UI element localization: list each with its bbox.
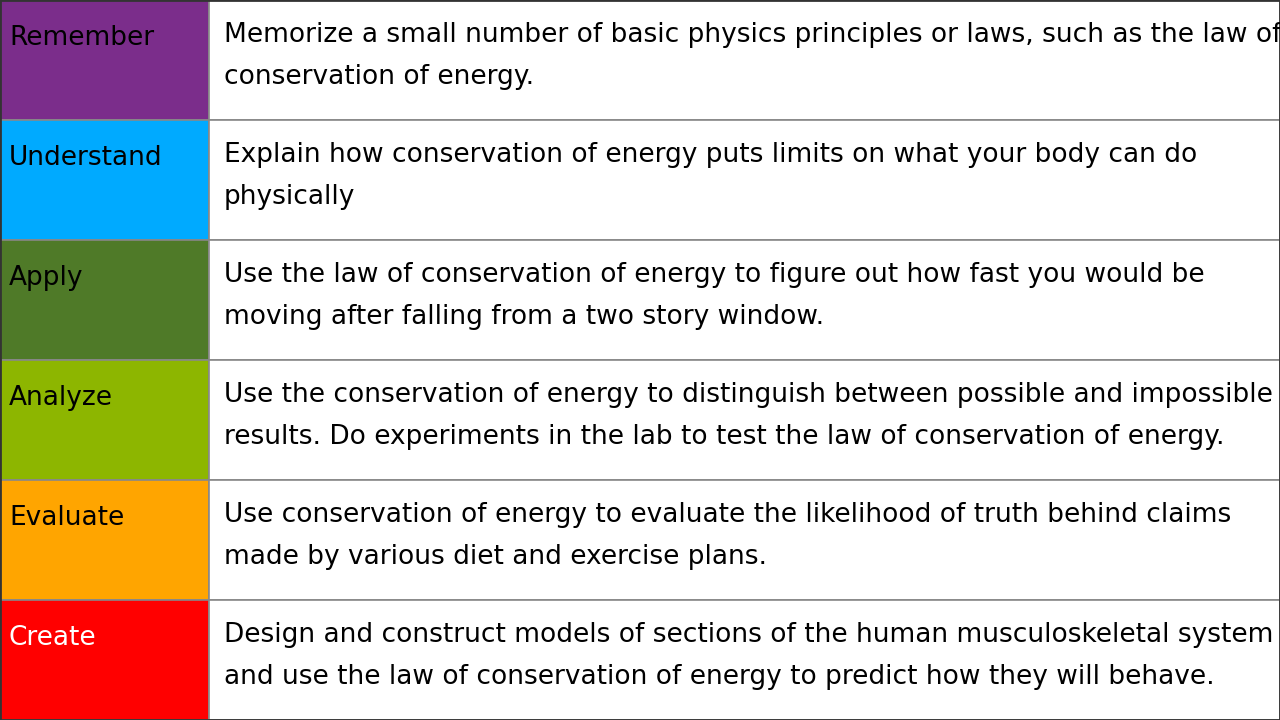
Bar — [0, 120, 209, 240]
Bar — [0, 600, 209, 720]
Text: Explain how conservation of energy puts limits on what your body can do
physical: Explain how conservation of energy puts … — [224, 142, 1197, 210]
Bar — [0, 0, 209, 120]
Bar — [0, 480, 209, 600]
Text: Use the law of conservation of energy to figure out how fast you would be
moving: Use the law of conservation of energy to… — [224, 261, 1204, 330]
Bar — [209, 0, 1280, 120]
Text: Design and construct models of sections of the human musculoskeletal system
and : Design and construct models of sections … — [224, 621, 1274, 690]
Text: Use conservation of energy to evaluate the likelihood of truth behind claims
mad: Use conservation of energy to evaluate t… — [224, 502, 1231, 570]
Text: Understand: Understand — [9, 145, 163, 171]
Text: Memorize a small number of basic physics principles or laws, such as the law of
: Memorize a small number of basic physics… — [224, 22, 1280, 89]
Bar — [209, 360, 1280, 480]
Bar — [0, 360, 209, 480]
Bar — [209, 480, 1280, 600]
Text: Apply: Apply — [9, 265, 83, 291]
Bar — [209, 600, 1280, 720]
Text: Remember: Remember — [9, 25, 154, 51]
Text: Use the conservation of energy to distinguish between possible and impossible
re: Use the conservation of energy to distin… — [224, 382, 1272, 449]
Text: Create: Create — [9, 625, 96, 651]
Bar — [209, 240, 1280, 360]
Text: Analyze: Analyze — [9, 385, 113, 411]
Text: Evaluate: Evaluate — [9, 505, 124, 531]
Bar — [0, 240, 209, 360]
Bar — [209, 120, 1280, 240]
